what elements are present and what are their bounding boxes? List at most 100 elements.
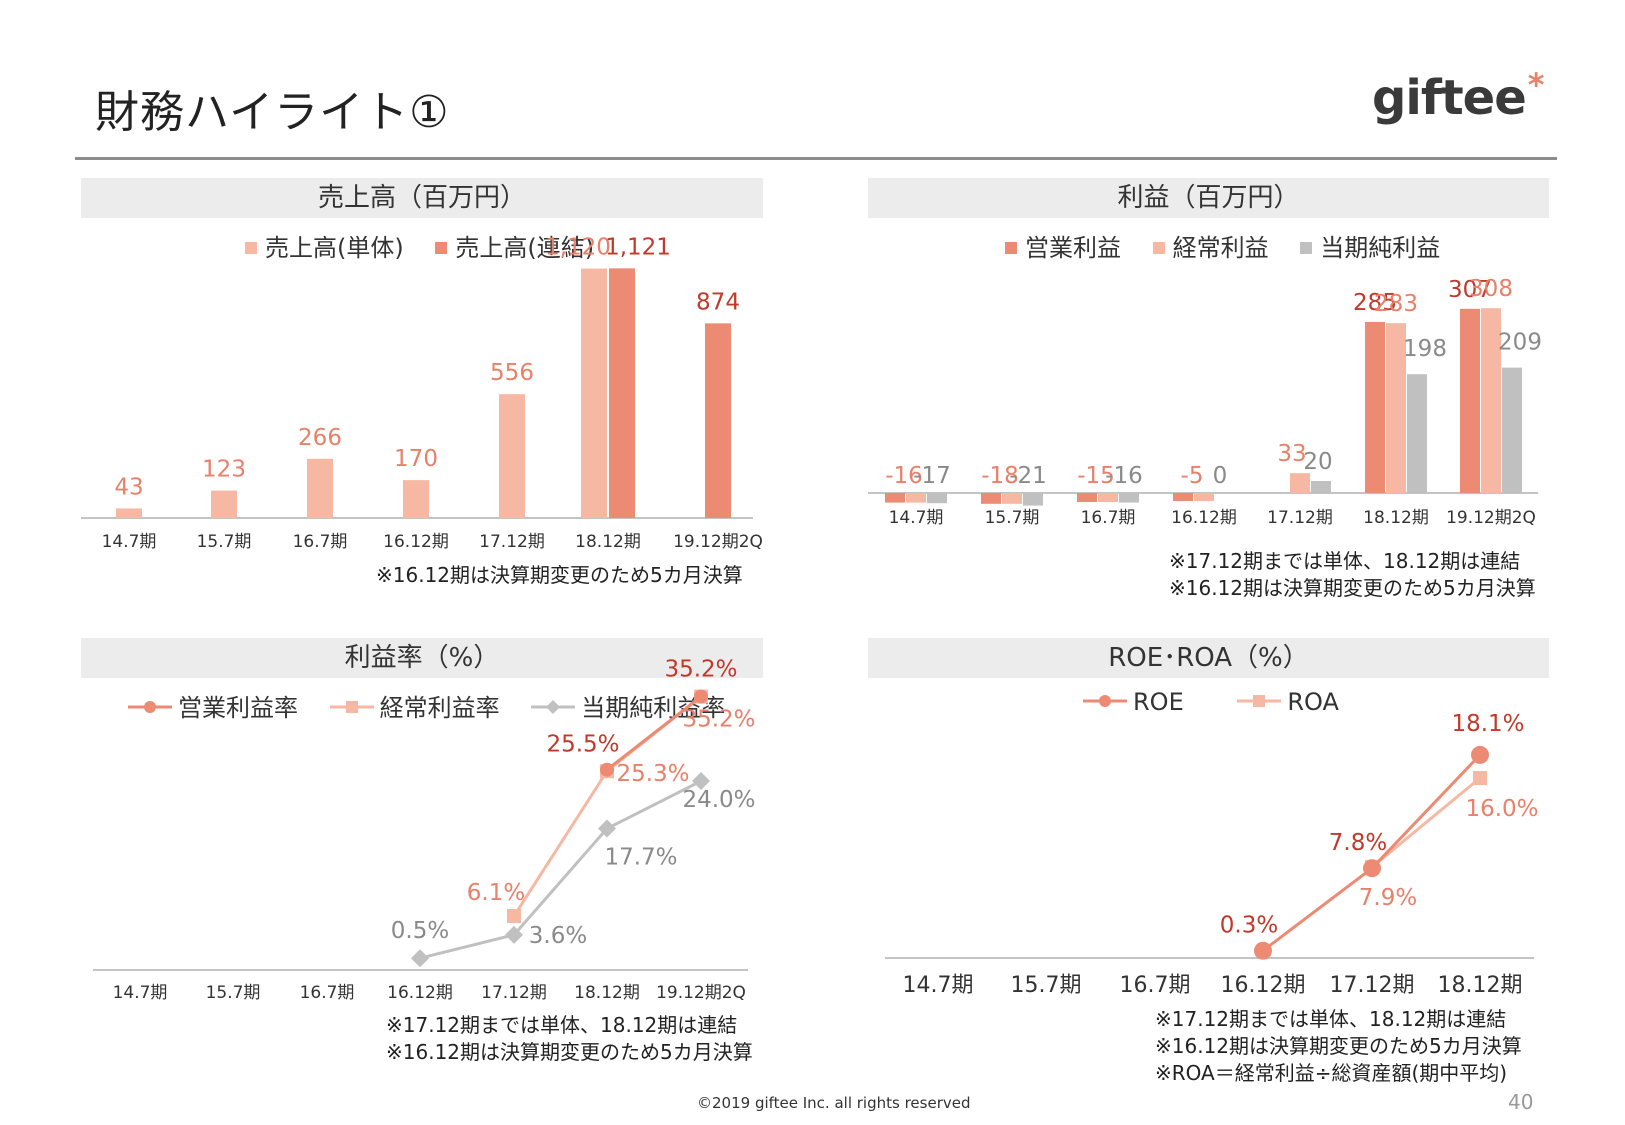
legend-item-operating: 営業利益: [1005, 228, 1121, 263]
x-tick-label: 15.7期: [1011, 973, 1082, 998]
bar: [1077, 493, 1097, 502]
legend-label: 経常利益率: [379, 694, 500, 722]
x-tick-label: 15.7期: [985, 508, 1040, 528]
data-label: 0.5%: [391, 918, 449, 944]
legend-item-net-margin: 当期純利益率: [531, 688, 725, 723]
x-tick-label: 16.7期: [293, 532, 348, 552]
x-tick-label: 16.12期: [387, 983, 453, 1003]
data-label: 33: [1277, 441, 1306, 467]
profit-panel-title: 利益（百万円）: [868, 178, 1549, 218]
x-tick-label: 19.12期2Q: [1446, 508, 1536, 528]
x-tick-label: 14.7期: [889, 508, 944, 528]
bar: [1502, 367, 1522, 493]
data-label: -15: [1077, 463, 1115, 489]
data-label: -18: [981, 463, 1019, 489]
data-label: -17: [913, 463, 951, 489]
data-label: 7.8%: [1329, 830, 1387, 856]
profit-bar-chart: 14.7期 15.7期 16.7期 16.12期 17.12期 18.12期 19.12期2…: [868, 276, 1542, 528]
data-label: 7.9%: [1359, 885, 1417, 911]
margin-panel-title: 利益率（%）: [81, 638, 763, 678]
sales-note: ※16.12期は決算期変更のため5カ月決算: [376, 562, 743, 589]
legend-square-line-icon: [1237, 695, 1282, 707]
sales-legend: 売上高(単体) 売上高(連結): [245, 228, 618, 263]
note-line: ※16.12期は決算期変更のため5カ月決算: [1169, 576, 1536, 600]
data-label: 35.2%: [682, 707, 755, 733]
data-label: 198: [1403, 336, 1447, 362]
x-tick-label: 16.12期: [1171, 508, 1237, 528]
legend-swatch-gray: [1300, 242, 1313, 254]
bar: [1481, 308, 1501, 493]
bar: [906, 493, 926, 503]
bar: [1173, 493, 1193, 501]
roe-roa-panel-title: ROE･ROA（%）: [868, 638, 1549, 678]
legend-swatch-dark: [1005, 242, 1017, 254]
x-tick-label: 15.7期: [197, 532, 252, 552]
x-tick-label: 19.12期2Q: [656, 983, 746, 1003]
point-marker: [692, 772, 710, 791]
logo-text: giftee: [1372, 70, 1527, 126]
note-line: ※17.12期までは単体、18.12期は連結: [1169, 549, 1521, 573]
sales-bar-chart: 14.7期 15.7期 16.7期 16.12期 17.12期 18.12期 19.12期2…: [81, 234, 763, 552]
logo-asterisk: *: [1527, 66, 1545, 104]
roe-roa-note: ※17.12期までは単体、18.12期は連結 ※16.12期は決算期変更のため5…: [1155, 1006, 1522, 1087]
bar: [705, 323, 731, 518]
x-tick-label: 17.12期: [481, 983, 547, 1003]
bar: [211, 490, 237, 518]
legend-label: ROE: [1133, 688, 1184, 716]
note-line: ※16.12期は決算期変更のため5カ月決算: [376, 563, 743, 587]
legend-square-line-icon: [329, 701, 374, 713]
point-marker: [505, 925, 523, 944]
x-tick-label: 15.7期: [206, 983, 261, 1003]
legend-label: 売上高(連結): [455, 234, 595, 262]
note-line: ※16.12期は決算期変更のため5カ月決算: [386, 1040, 753, 1064]
bar: [1365, 322, 1385, 493]
x-tick-label: 17.12期: [1330, 973, 1415, 998]
x-tick-label: 16.7期: [1081, 508, 1136, 528]
note-line: ※ROA＝経常利益÷総資産額(期中平均): [1155, 1061, 1508, 1085]
bar: [1311, 481, 1331, 493]
point-marker: [411, 949, 429, 968]
data-label: 209: [1498, 330, 1542, 356]
bar: [581, 268, 607, 518]
bar: [927, 493, 947, 504]
point-marker: [600, 762, 614, 777]
x-tick-label: 18.12期: [575, 532, 641, 552]
point-marker: [1473, 771, 1487, 785]
data-label: 17.7%: [604, 845, 677, 871]
x-tick-label: 14.7期: [102, 532, 157, 552]
point-marker: [1471, 745, 1489, 764]
data-label: -21: [1009, 463, 1047, 489]
bar: [885, 493, 905, 503]
legend-label: 営業利益: [1025, 234, 1121, 262]
data-label: 307: [1448, 277, 1492, 303]
x-tick-label: 17.12期: [1267, 508, 1333, 528]
x-tick-label: 14.7期: [903, 973, 974, 998]
note-line: ※17.12期までは単体、18.12期は連結: [1155, 1007, 1507, 1031]
bar: [1460, 308, 1480, 493]
data-label: 35.2%: [664, 657, 737, 683]
legend-item-operating-margin: 営業利益率: [128, 688, 298, 723]
sales-panel-title: 売上高（百万円）: [81, 178, 763, 218]
series-line: [1371, 776, 1481, 869]
data-label: 0.3%: [1220, 913, 1278, 939]
point-marker: [598, 819, 616, 838]
x-tick-label: 16.12期: [1221, 973, 1306, 998]
data-label: 0: [1213, 463, 1228, 489]
data-label: 283: [1374, 291, 1418, 317]
page-number: 40: [1508, 1090, 1534, 1114]
legend-label: 営業利益率: [178, 694, 298, 722]
bar: [403, 480, 429, 518]
note-line: ※17.12期までは単体、18.12期は連結: [386, 1013, 738, 1037]
bar: [1002, 493, 1022, 504]
page-title: 財務ハイライト①: [95, 87, 450, 138]
legend-label: 当期純利益: [1320, 234, 1441, 262]
data-label: 1,120: [545, 235, 611, 261]
point-marker: [1363, 859, 1381, 878]
data-label: 170: [394, 446, 438, 472]
x-tick-label: 17.12期: [479, 532, 545, 552]
data-label: 25.3%: [616, 761, 689, 787]
legend-label: 売上高(単体): [265, 234, 404, 262]
legend-item-roe: ROE: [1083, 688, 1184, 716]
legend-label: ROA: [1287, 688, 1339, 716]
